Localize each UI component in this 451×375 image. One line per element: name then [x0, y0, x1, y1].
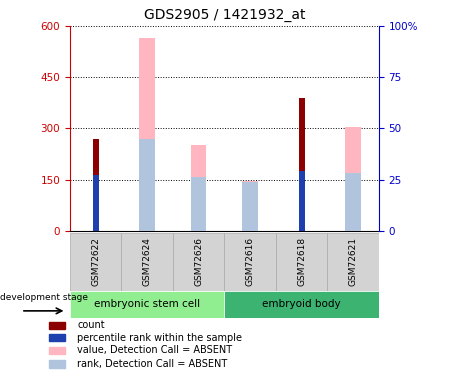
Bar [49, 334, 65, 341]
Bar [299, 98, 305, 231]
FancyBboxPatch shape [121, 232, 173, 291]
FancyBboxPatch shape [276, 232, 327, 291]
Text: GSM72626: GSM72626 [194, 237, 203, 286]
Bar [242, 182, 258, 231]
Text: percentile rank within the sample: percentile rank within the sample [77, 333, 242, 343]
Text: rank, Detection Call = ABSENT: rank, Detection Call = ABSENT [77, 359, 227, 369]
Text: GSM72618: GSM72618 [297, 237, 306, 286]
Text: GSM72621: GSM72621 [349, 237, 358, 286]
Bar [139, 38, 155, 231]
Bar [49, 346, 65, 354]
Bar [299, 171, 305, 231]
Text: GSM72616: GSM72616 [246, 237, 255, 286]
Bar [242, 181, 258, 231]
FancyBboxPatch shape [70, 232, 121, 291]
Title: GDS2905 / 1421932_at: GDS2905 / 1421932_at [143, 9, 305, 22]
Bar [345, 173, 361, 231]
Bar [191, 177, 207, 231]
Bar [92, 176, 99, 231]
Bar [345, 127, 361, 231]
Text: embryoid body: embryoid body [262, 299, 341, 309]
Text: count: count [77, 321, 105, 330]
FancyBboxPatch shape [173, 232, 225, 291]
FancyBboxPatch shape [225, 291, 379, 318]
Bar [191, 146, 207, 231]
Text: development stage: development stage [0, 293, 88, 302]
Text: value, Detection Call = ABSENT: value, Detection Call = ABSENT [77, 345, 232, 355]
Bar [49, 360, 65, 368]
Bar [139, 139, 155, 231]
FancyBboxPatch shape [70, 291, 225, 318]
FancyBboxPatch shape [225, 232, 276, 291]
FancyBboxPatch shape [327, 232, 379, 291]
Text: GSM72622: GSM72622 [91, 237, 100, 286]
Text: embryonic stem cell: embryonic stem cell [94, 299, 200, 309]
Text: GSM72624: GSM72624 [143, 237, 152, 286]
Bar [92, 139, 99, 231]
Bar [49, 322, 65, 329]
